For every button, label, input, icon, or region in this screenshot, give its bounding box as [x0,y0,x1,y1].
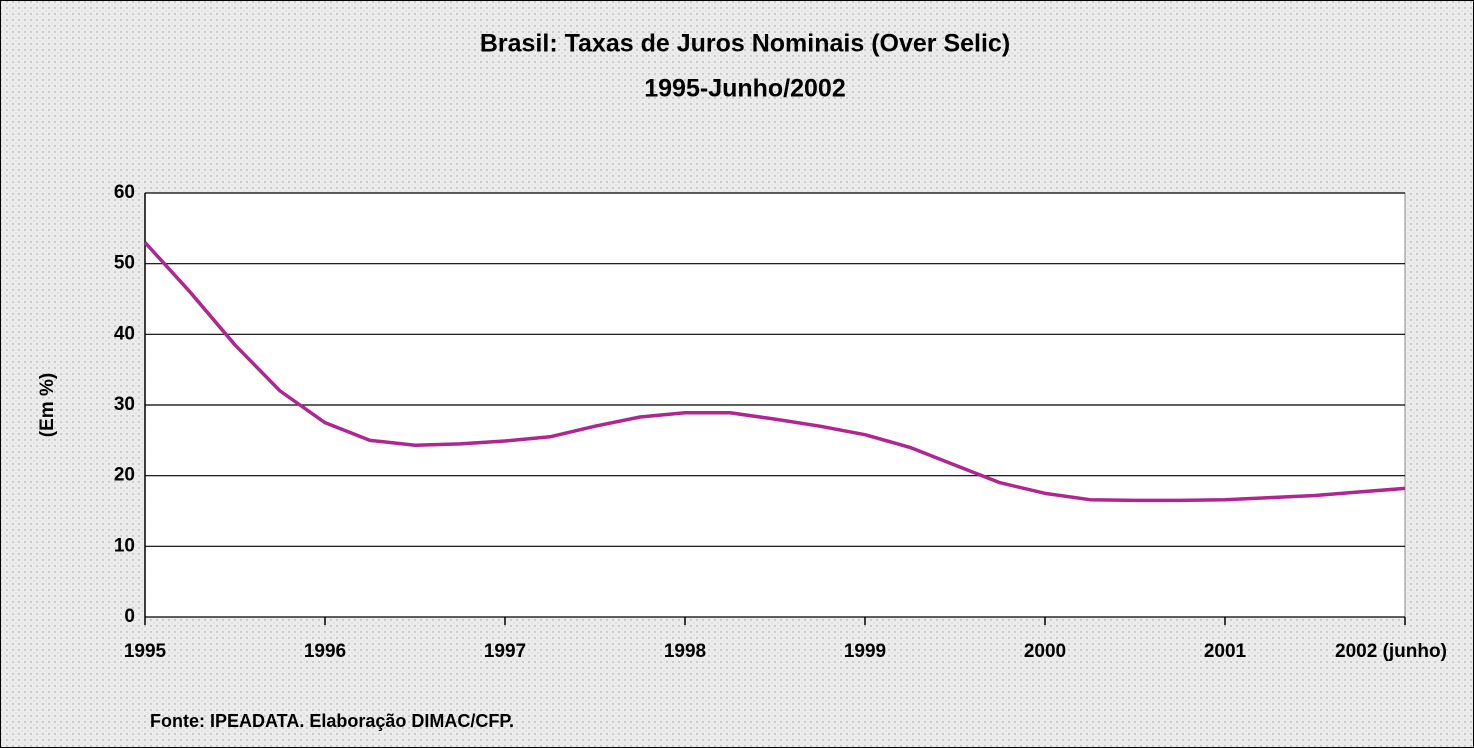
y-tick-label: 50 [114,253,135,274]
x-tick-label: 1998 [664,641,706,662]
x-tick-label: 1995 [124,641,167,662]
y-axis-label: (Em %) [37,373,58,437]
x-tick-label: 1996 [304,641,346,662]
y-tick-label: 30 [114,394,135,415]
y-tick-label: 0 [124,606,135,627]
x-tick-label: 1999 [844,641,886,662]
x-tick-label: 2000 [1024,641,1066,662]
y-tick-label: 10 [114,535,135,556]
chart-title: Brasil: Taxas de Juros Nominais (Over Se… [480,30,1010,58]
chart-subtitle: 1995-Junho/2002 [644,75,846,103]
y-tick-label: 60 [114,182,135,203]
x-tick-label: 2002 (junho) [1335,641,1447,662]
x-tick-label: 2001 [1204,641,1247,662]
source-note: Fonte: IPEADATA. Elaboração DIMAC/CFP. [150,711,514,731]
y-tick-label: 40 [114,323,135,344]
data-line [143,241,1406,503]
x-tick-label: 1997 [484,641,526,662]
y-tick-label: 20 [114,465,135,486]
